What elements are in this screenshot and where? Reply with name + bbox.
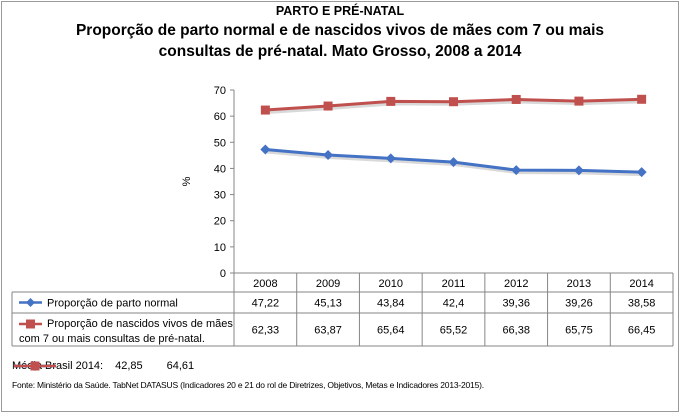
data-point-diamond <box>385 153 396 164</box>
data-value-cell: 38,58 <box>628 298 656 310</box>
data-point-diamond <box>511 165 522 176</box>
y-tick-label: 60 <box>214 111 226 123</box>
brazil-average-legend: Média Brasil 2014: 42,85 64,61 <box>12 360 200 372</box>
data-value-cell: 43,84 <box>377 298 405 310</box>
y-tick-label: 20 <box>214 216 226 228</box>
brazil-average-value-2: 64,61 <box>166 360 195 372</box>
data-value-cell: 39,36 <box>502 298 530 310</box>
data-value-cell: 66,38 <box>502 325 530 337</box>
data-point-square <box>260 105 270 115</box>
y-tick-label: 0 <box>220 268 226 280</box>
y-tick-label: 30 <box>214 190 226 202</box>
data-point-diamond <box>323 150 334 161</box>
data-value-cell: 62,33 <box>252 325 280 337</box>
y-tick-label: 50 <box>214 137 226 149</box>
data-value-cell: 63,87 <box>314 325 342 337</box>
data-point-diamond <box>573 165 584 176</box>
square-marker-icon <box>14 361 56 371</box>
data-value-cell: 65,64 <box>377 325 405 337</box>
data-point-square <box>511 94 521 104</box>
y-tick-label: 40 <box>214 163 226 175</box>
series-name-2: com 7 ou mais consultas de pré-natal. <box>19 333 205 345</box>
data-value-cell: 39,26 <box>565 298 593 310</box>
series-name-1: Proporção de parto normal <box>47 298 178 310</box>
x-tick-label: 2013 <box>567 278 591 290</box>
data-value-cell: 45,13 <box>314 298 342 310</box>
data-value-cell: 42,4 <box>443 298 464 310</box>
brazil-average-value-1: 42,85 <box>115 360 143 372</box>
square-marker-icon <box>26 319 35 329</box>
data-point-square <box>449 97 458 107</box>
data-point-diamond <box>260 144 271 155</box>
x-tick-label: 2008 <box>253 278 277 290</box>
y-axis-label: % <box>181 176 193 186</box>
data-point-diamond <box>448 157 459 168</box>
x-tick-label: 2011 <box>442 278 466 290</box>
section-heading: PARTO E PRÉ-NATAL <box>275 4 405 18</box>
diamond-marker-icon <box>26 298 35 307</box>
data-point-diamond <box>636 167 647 178</box>
x-tick-label: 2010 <box>379 278 403 290</box>
data-value-cell: 66,45 <box>628 325 656 337</box>
series-name-2: Proporção de nascidos vivos de mães <box>47 318 233 330</box>
x-tick-label: 2012 <box>504 278 528 290</box>
y-tick-label: 10 <box>214 242 226 254</box>
data-point-square <box>323 101 333 111</box>
data-point-square <box>386 96 396 106</box>
data-point-square <box>637 94 647 104</box>
source-note: Fonte: Ministério da Saúde. TabNet DATAS… <box>12 380 484 390</box>
chart-title: Proporção de parto normal e de nascidos … <box>75 22 605 60</box>
x-tick-label: 2014 <box>629 278 653 290</box>
data-value-cell: 47,22 <box>252 298 280 310</box>
data-point-square <box>574 96 584 106</box>
data-value-cell: 65,52 <box>440 325 468 337</box>
x-tick-label: 2009 <box>316 278 340 290</box>
y-tick-label: 70 <box>214 85 226 97</box>
data-value-cell: 65,75 <box>565 325 593 337</box>
